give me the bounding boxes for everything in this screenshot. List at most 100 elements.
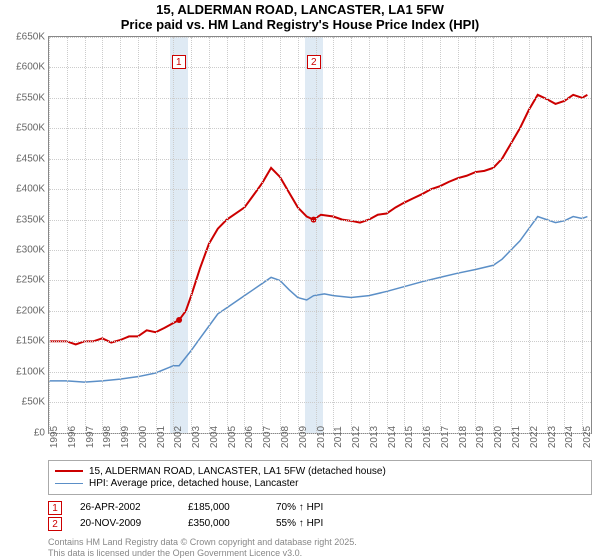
gridline-h [49,159,591,160]
gridline-v [156,37,157,433]
gridline-v [85,37,86,433]
gridline-h [49,189,591,190]
xtick-label: 2010 [316,426,327,448]
ytick-label: £600K [16,62,45,73]
gridline-h [49,280,591,281]
xtick-label: 2003 [191,426,202,448]
xtick-label: 2005 [227,426,238,448]
gridline-v [422,37,423,433]
gridline-v [138,37,139,433]
xtick-label: 2016 [422,426,433,448]
series-line-hpi [49,217,587,383]
gridline-v [582,37,583,433]
gridline-h [49,98,591,99]
gridline-v [458,37,459,433]
xtick-label: 2015 [404,426,415,448]
ytick-label: £250K [16,275,45,286]
gridline-v [316,37,317,433]
plot-region: £0£50K£100K£150K£200K£250K£300K£350K£400… [48,36,592,434]
ytick-label: £50K [22,397,45,408]
line-layer [49,37,591,433]
xtick-label: 2006 [244,426,255,448]
gridline-v [262,37,263,433]
title-line2: Price paid vs. HM Land Registry's House … [0,17,600,32]
chart-container: 15, ALDERMAN ROAD, LANCASTER, LA1 5FW Pr… [0,0,600,560]
xtick-label: 2019 [475,426,486,448]
gridline-v [440,37,441,433]
event-row: 126-APR-2002£185,00070% ↑ HPI [48,501,592,515]
legend-swatch-hpi [55,483,83,484]
xtick-label: 2012 [351,426,362,448]
gridline-v [280,37,281,433]
event-pct: 55% ↑ HPI [276,518,323,529]
title-block: 15, ALDERMAN ROAD, LANCASTER, LA1 5FW Pr… [0,0,600,36]
gridline-v [227,37,228,433]
footer: Contains HM Land Registry data © Crown c… [48,537,592,560]
ytick-label: £200K [16,305,45,316]
xtick-label: 2024 [564,426,575,448]
ytick-label: £0 [34,427,45,438]
chart-marker-box: 2 [307,55,321,69]
gridline-v [298,37,299,433]
xtick-label: 2000 [138,426,149,448]
gridline-h [49,311,591,312]
event-price: £185,000 [188,502,258,513]
gridline-h [49,128,591,129]
ytick-label: £550K [16,92,45,103]
event-marker-box: 1 [48,501,62,515]
gridline-h [49,341,591,342]
gridline-v [191,37,192,433]
legend-row-hpi: HPI: Average price, detached house, Lanc… [55,478,585,489]
xtick-label: 2008 [280,426,291,448]
xtick-label: 2020 [493,426,504,448]
gridline-v [244,37,245,433]
xtick-label: 1997 [85,426,96,448]
gridline-h [49,250,591,251]
footer-line2: This data is licensed under the Open Gov… [48,548,592,560]
gridline-h [49,402,591,403]
chart-marker-box: 1 [172,55,186,69]
xtick-label: 2007 [262,426,273,448]
gridline-v [369,37,370,433]
gridline-v [333,37,334,433]
legend: 15, ALDERMAN ROAD, LANCASTER, LA1 5FW (d… [48,460,592,495]
gridline-h [49,372,591,373]
xtick-label: 2023 [547,426,558,448]
gridline-v [564,37,565,433]
event-date: 20-NOV-2009 [80,518,170,529]
ytick-label: £450K [16,153,45,164]
gridline-h [49,220,591,221]
event-marker-box: 2 [48,517,62,531]
sale-point [176,317,182,323]
xtick-label: 1995 [49,426,60,448]
legend-label-price: 15, ALDERMAN ROAD, LANCASTER, LA1 5FW (d… [89,466,386,477]
xtick-label: 1996 [67,426,78,448]
xtick-label: 2022 [529,426,540,448]
gridline-v [475,37,476,433]
legend-row-price: 15, ALDERMAN ROAD, LANCASTER, LA1 5FW (d… [55,466,585,477]
event-row: 2 20-NOV-2009 £350,000 55% ↑ HPI [48,517,592,531]
legend-swatch-price [55,470,83,472]
ytick-label: £100K [16,366,45,377]
gridline-v [387,37,388,433]
footer-line1: Contains HM Land Registry data © Crown c… [48,537,592,549]
xtick-label: 1999 [120,426,131,448]
gridline-v [351,37,352,433]
gridline-v [209,37,210,433]
xtick-label: 2001 [156,426,167,448]
gridline-v [511,37,512,433]
gridline-v [120,37,121,433]
events-table: 126-APR-2002£185,00070% ↑ HPI 2 20-NOV-200… [48,499,592,533]
ytick-label: £300K [16,245,45,256]
title-line1: 15, ALDERMAN ROAD, LANCASTER, LA1 5FW [0,2,600,17]
xtick-label: 2018 [458,426,469,448]
legend-label-hpi: HPI: Average price, detached house, Lanc… [89,478,298,489]
xtick-label: 2017 [440,426,451,448]
xtick-label: 2014 [387,426,398,448]
xtick-label: 2013 [369,426,380,448]
gridline-v [49,37,50,433]
gridline-v [67,37,68,433]
gridline-v [102,37,103,433]
event-price: £350,000 [188,518,258,529]
xtick-label: 2025 [582,426,593,448]
